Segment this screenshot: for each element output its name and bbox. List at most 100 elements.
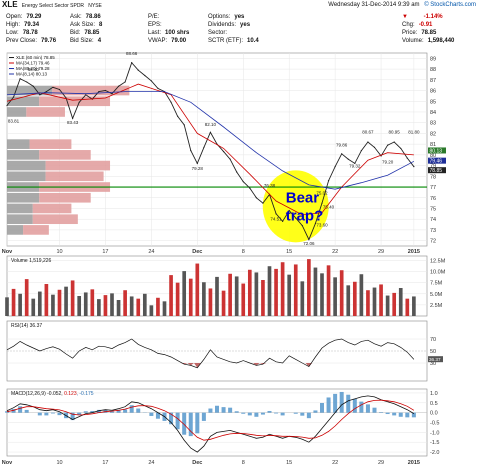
y-tick-label: 74 <box>430 217 436 223</box>
macd-histogram-bar <box>24 409 29 413</box>
quote-row: P/E: <box>148 13 189 21</box>
volume-by-price-down-bar <box>39 96 111 107</box>
legend-entry: XLE (60 min) 78.85 <box>16 55 55 60</box>
price-point <box>387 144 389 146</box>
y-tick-label: 81 <box>430 142 436 148</box>
price-point <box>12 96 15 98</box>
x-tick-label: 15 <box>286 249 292 255</box>
price-point <box>78 101 80 103</box>
macd-histogram-bar <box>5 411 9 413</box>
quote-value: 10.4 <box>247 38 259 44</box>
macd-tick-label: -2.0 <box>430 450 439 456</box>
volume-bar <box>18 293 22 316</box>
volume-bar <box>300 281 305 316</box>
volume-bar <box>261 280 265 316</box>
fund-name: Energy Select Sector SPDR <box>21 3 85 9</box>
price-point <box>203 146 205 148</box>
price-data-label: 88.66 <box>126 51 138 56</box>
macd-histogram-bar <box>110 411 114 413</box>
price-point <box>190 149 192 152</box>
volume-bar <box>326 265 331 316</box>
quote-value: 78.86 <box>85 14 101 20</box>
quote-col-2: Ask: 78.86 Ask Size: 8 Bid: 78.85 Bid Size: 4 <box>70 13 102 45</box>
price-data-label: 75.02 <box>316 191 328 196</box>
quote-value: 78.85 <box>84 30 100 36</box>
volume-bar <box>208 288 213 316</box>
quote-value: yes <box>240 22 251 28</box>
volume-bar <box>70 280 75 316</box>
change-percent: -1.14% <box>423 14 443 20</box>
macd-histogram-bar <box>83 411 88 413</box>
quote-label: P/E: <box>148 14 160 20</box>
price-data-label: 83.43 <box>67 120 79 125</box>
price-point <box>282 220 284 222</box>
volume-by-price-up-bar <box>7 150 40 160</box>
quote-col-4: Options: yes Dividends: yes Sector: SCTR (ETF… <box>208 13 259 45</box>
volume-bar <box>307 259 311 316</box>
quote-value: 100 shrs <box>165 30 190 36</box>
quote-row: Dividends: yes <box>208 21 259 29</box>
price-point <box>39 94 41 96</box>
volume-by-price-up-bar <box>7 225 24 235</box>
x-tick-label: 29 <box>378 249 384 255</box>
price-badge-label: 79.46 <box>430 158 443 164</box>
volume-tick-label: 12.5M <box>430 258 446 264</box>
macd-histogram-bar <box>333 393 338 413</box>
price-data-label: 82.10 <box>205 122 217 127</box>
quote-label: High: <box>6 22 21 28</box>
price-series-line <box>6 83 414 216</box>
volume-bar <box>129 296 134 316</box>
price-data-label: 80.95 <box>389 129 401 134</box>
volume-bar <box>287 274 292 316</box>
volume-bar <box>51 294 55 316</box>
volume-bar <box>110 293 114 316</box>
price-point <box>242 181 244 183</box>
macd-line <box>6 395 415 453</box>
price-point <box>170 101 172 103</box>
annotation-line1: Bear <box>286 189 320 206</box>
quote-label: Open: <box>6 14 23 20</box>
macd-histogram-bar <box>392 412 397 416</box>
macd-histogram-bar <box>175 412 180 430</box>
volume-tick-label: 2.5M <box>430 303 443 309</box>
x-tick-label: 17 <box>102 249 108 255</box>
macd-histogram-bar <box>103 409 108 413</box>
quote-row: Ask Size: 8 <box>70 21 102 29</box>
volume-bar <box>241 283 246 316</box>
price-data-label: 76.38 <box>264 183 276 188</box>
y-tick-label: 87 <box>430 78 436 84</box>
macd-histogram-bar <box>398 412 403 417</box>
rsi-line <box>6 338 415 369</box>
quote-label: Bid Size: <box>70 38 94 44</box>
volume-bar <box>339 270 344 316</box>
price-point <box>85 94 87 96</box>
price-point <box>288 210 290 212</box>
quote-label: SCTR (ETF): <box>208 38 243 44</box>
volume-bar <box>11 288 16 316</box>
volume-bar <box>398 288 403 316</box>
volume-bar <box>359 274 364 316</box>
price-point <box>295 217 297 219</box>
price-point <box>308 238 310 241</box>
quote-value: 4 <box>97 38 102 44</box>
macd-tick-label: 0.5 <box>430 401 438 407</box>
volume-bar <box>169 275 173 316</box>
volume-bar <box>44 284 49 316</box>
quote-value: 8 <box>99 22 103 28</box>
price-point <box>301 225 303 227</box>
price-point <box>104 89 107 92</box>
price-point <box>58 88 61 91</box>
price-point <box>275 213 277 215</box>
macd-histogram-bar <box>365 404 370 413</box>
x-axis: Nov Nov 10 10 17 17 24 24 Dec Dec 8 8 15 15 22 22 29 29 20… <box>2 249 420 466</box>
price-point <box>124 81 126 83</box>
site-credit: © StockCharts.com <box>424 2 476 8</box>
price-data-label: 79.20 <box>382 159 394 164</box>
macd-histogram-bar <box>379 412 384 413</box>
rsi-legend: RSI(14) 36.37 <box>11 323 42 329</box>
macd-histogram-bar <box>50 412 55 414</box>
x-tick-label: 2015 <box>408 249 420 255</box>
volume-by-price-down-bar <box>32 214 78 225</box>
macd-histogram-bar <box>352 398 357 413</box>
